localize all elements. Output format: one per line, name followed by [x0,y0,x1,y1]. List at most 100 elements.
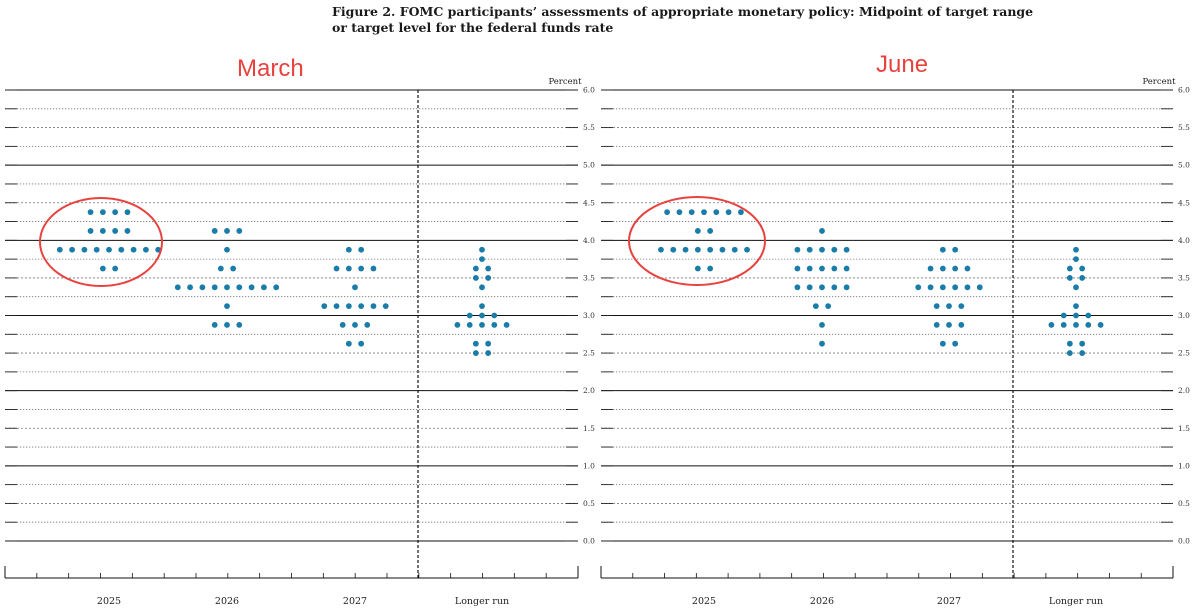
y-tick-label: 4.5 [583,198,595,207]
x-category-label: Longer run [455,596,509,607]
participant-dot [719,246,726,253]
participant-dot [688,209,695,216]
participant-dot [946,321,952,328]
y-tick-label: 0.0 [1178,537,1190,546]
participant-dot [1060,312,1067,319]
y-tick-label: 4.5 [1178,198,1190,207]
participant-dot [87,209,94,216]
participant-dot [236,321,243,328]
participant-dot [952,246,959,253]
participant-dot [964,265,971,272]
march-dot-plot: 0.0 0.5 1.0 1.5 2.0 2.5 3.0 3.5 4.0 4.5 5.0 5.5 6.0P… [4,77,595,607]
participant-dot [112,228,119,234]
figure-title: Figure 2. FOMC participants’ assessments… [332,4,1034,36]
participant-dot [370,265,377,272]
participant-dot [118,246,125,253]
participant-dot [694,265,701,272]
participant-dot [248,284,255,291]
participant-dot [261,284,267,291]
y-tick-label: 5.5 [1178,123,1190,132]
participant-dot [958,321,965,328]
participant-dot [939,265,946,272]
participant-dot [124,228,131,234]
participant-dot [472,265,479,272]
participant-dot [352,284,358,291]
participant-dot [958,303,965,310]
participant-dot [843,265,850,272]
participant-dot [130,246,137,253]
participant-dot [964,284,971,291]
participant-dot [112,265,119,272]
participant-dot [1066,275,1073,281]
participant-dot [224,321,230,328]
participant-dot [1073,321,1079,328]
june-panel-label: June [876,51,929,78]
figure-title-line-2: or target level for the federal funds ra… [332,20,614,35]
participant-dot [81,246,88,253]
participant-dot [345,340,352,347]
participant-dot [358,246,365,253]
participant-dot [1066,350,1073,356]
participant-dot [731,246,738,253]
participant-dot [952,340,959,347]
participant-dot [927,265,934,272]
participant-dot [1073,303,1079,310]
participant-dot [952,265,959,272]
figure-title-line-1: Figure 2. FOMC participants’ assessments… [332,4,1034,19]
participant-dot [211,321,218,328]
participant-dot [155,246,162,253]
participant-dot [806,265,813,272]
participant-dot [694,246,701,253]
participant-dot [56,246,63,253]
participant-dot [831,265,838,272]
participant-dot [952,284,959,291]
x-category-label: 2025 [97,596,121,607]
y-tick-label: 5.0 [1178,161,1190,170]
participant-dot [1073,284,1079,291]
participant-dot [479,312,485,319]
participant-dot [87,228,94,234]
participant-dot [725,209,732,216]
participant-dot [819,228,825,234]
y-tick-label: 1.0 [583,461,595,470]
participant-dot [701,209,707,216]
participant-dot [1079,340,1086,347]
y-tick-label: 5.0 [583,161,595,170]
y-tick-label: 2.0 [1178,386,1190,395]
participant-dot [472,340,479,347]
participant-dot [694,228,701,234]
participant-dot [794,265,801,272]
participant-dot [472,275,479,281]
participant-dot [819,265,825,272]
y-tick-label: 0.5 [1178,499,1190,508]
y-tick-label: 2.0 [583,386,595,395]
participant-dot [1073,256,1079,263]
participant-dot [479,246,485,253]
participant-dot [927,284,934,291]
participant-dot [479,256,485,263]
participant-dot [831,284,838,291]
y-tick-label: 1.5 [583,424,595,433]
participant-dot [479,321,485,328]
participant-dot [321,303,328,310]
participant-dot [713,209,720,216]
participant-dot [358,340,365,347]
participant-dot [812,303,819,310]
participant-dot [843,246,850,253]
participant-dot [939,246,946,253]
x-category-label: Longer run [1049,596,1103,607]
participant-dot [738,209,744,216]
participant-dot [472,350,479,356]
participant-dot [224,284,230,291]
participant-dot [187,284,194,291]
y-tick-label: 0.0 [583,537,595,546]
y-tick-label: 1.5 [1178,424,1190,433]
participant-dot [106,246,112,253]
participant-dot [352,321,358,328]
participant-dot [479,303,485,310]
participant-dot [1073,246,1079,253]
x-category-label: 2025 [692,596,716,607]
participant-dot [358,265,365,272]
y-tick-label: 3.5 [1178,273,1190,282]
